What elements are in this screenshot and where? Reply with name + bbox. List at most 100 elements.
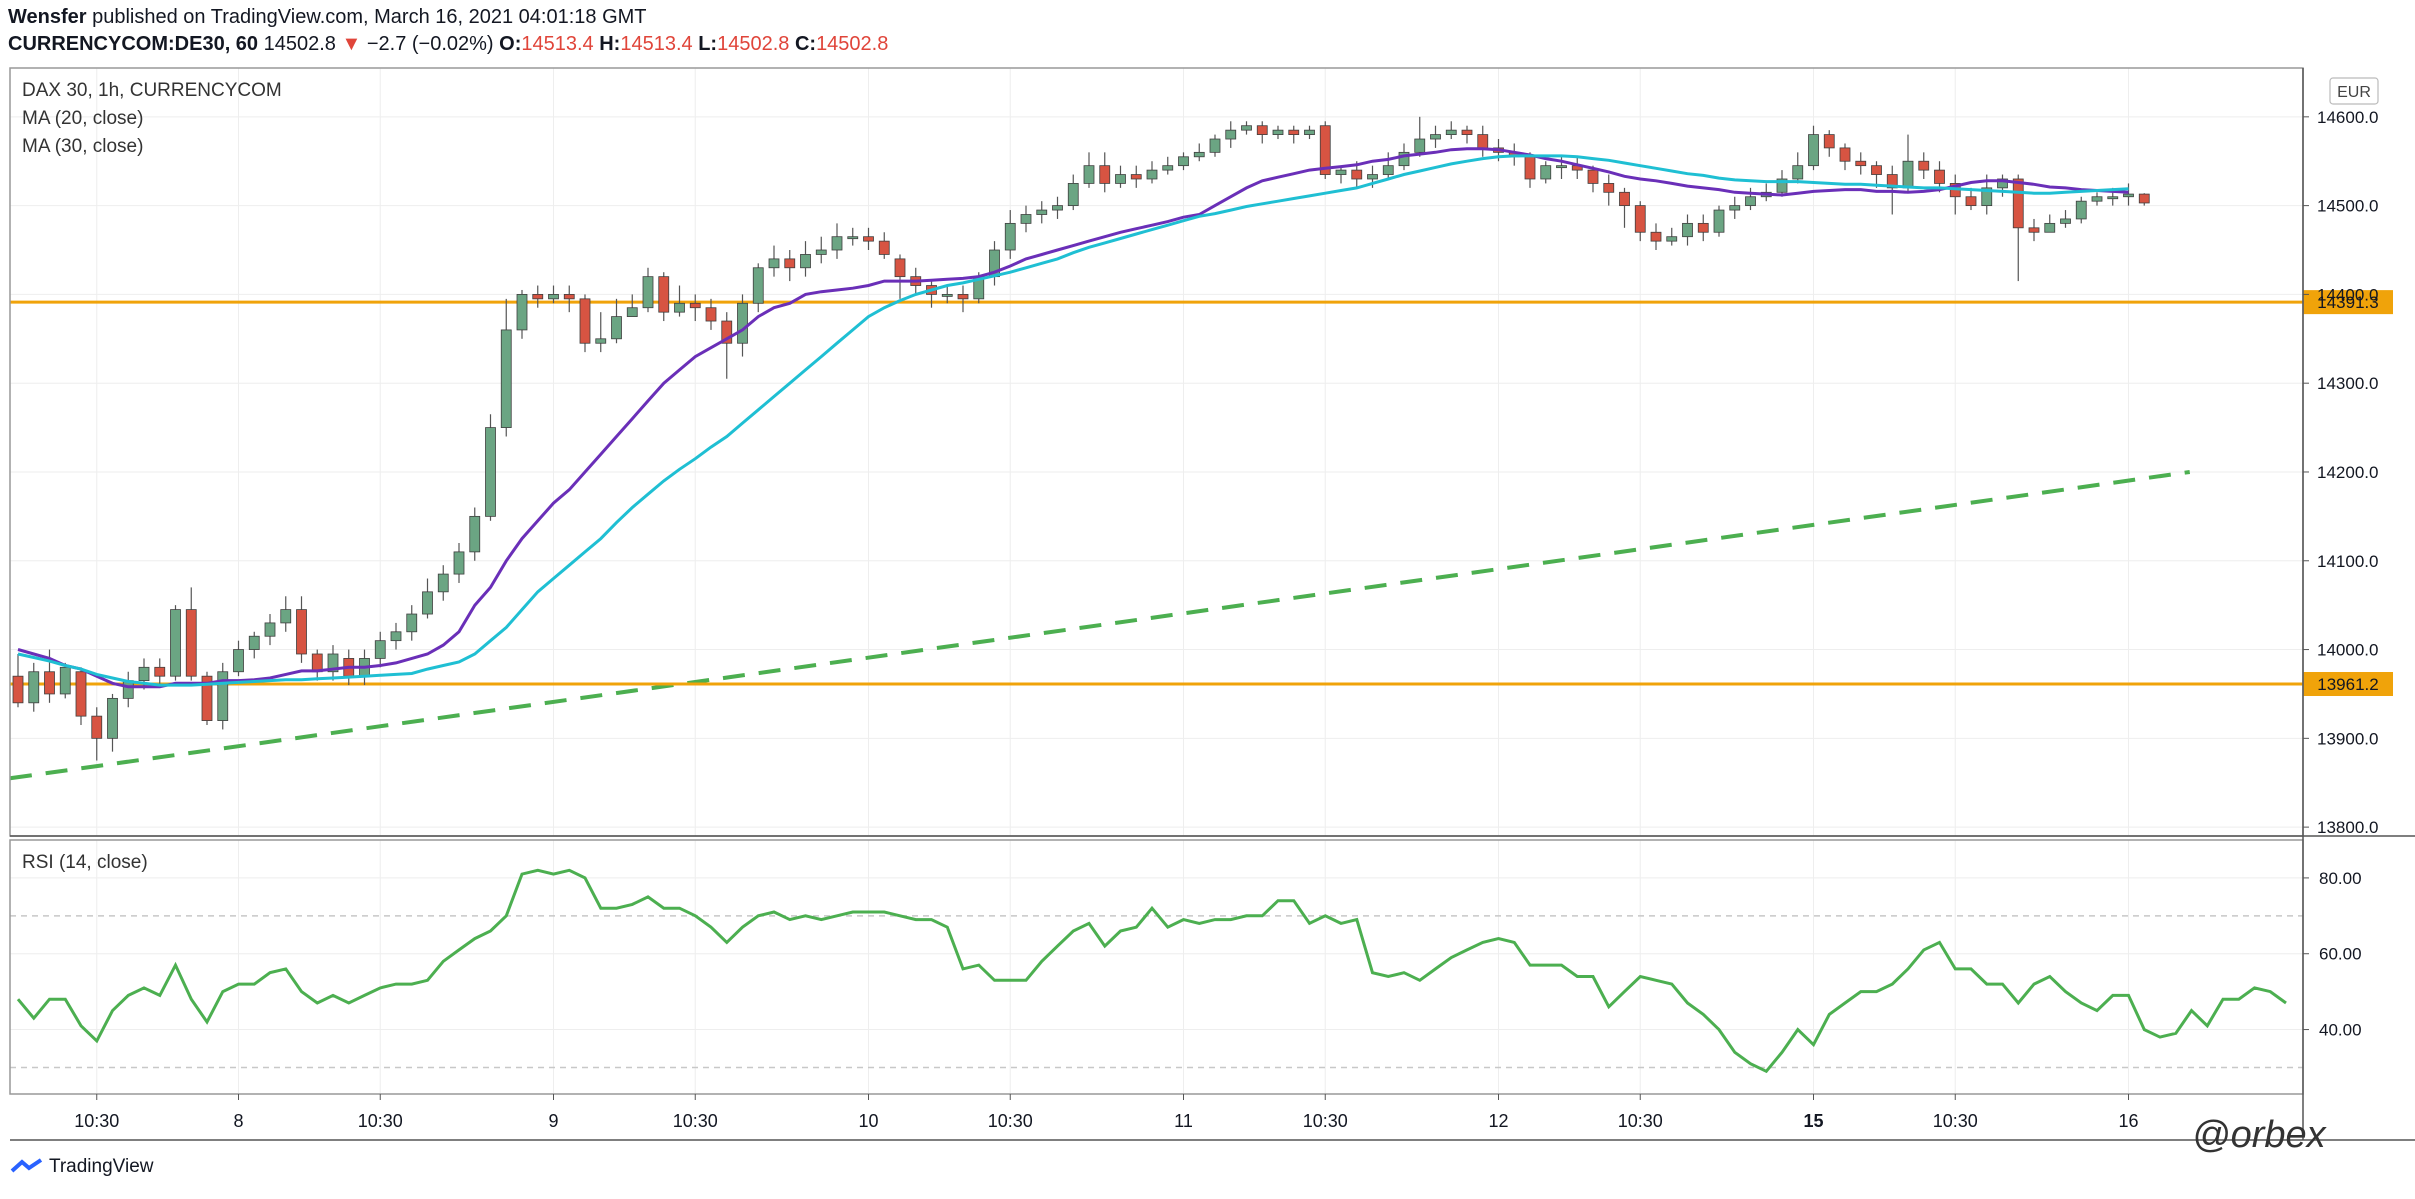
candle-down bbox=[44, 671, 55, 695]
candle-up bbox=[1666, 236, 1678, 242]
candle-down bbox=[2028, 227, 2040, 233]
candle-up bbox=[737, 302, 748, 344]
candle-down bbox=[878, 240, 890, 255]
candle-up bbox=[595, 338, 607, 344]
time-tick-label: 15 bbox=[1803, 1111, 1823, 1131]
candle-up bbox=[1083, 165, 1095, 184]
candle-down bbox=[1697, 222, 1709, 233]
change-arrow-icon: ▼ bbox=[341, 33, 362, 55]
candle-down bbox=[863, 236, 874, 242]
candle-down bbox=[721, 320, 733, 344]
time-tick-label: 10:30 bbox=[1303, 1111, 1348, 1131]
ma30-legend[interactable]: MA (30, close) bbox=[22, 136, 144, 157]
trend-line bbox=[9, 469, 2191, 781]
candle-up bbox=[1902, 160, 1914, 189]
candle-up bbox=[1209, 138, 1221, 153]
candle-up bbox=[453, 551, 465, 575]
currency-badge bbox=[2329, 77, 2379, 105]
candle-down bbox=[957, 294, 969, 300]
candle-up bbox=[1540, 165, 1552, 180]
candle-down bbox=[1288, 129, 1300, 135]
candle-down bbox=[1587, 169, 1599, 184]
rsi-tick-label: 60.00 bbox=[2319, 945, 2362, 964]
candle-down bbox=[1871, 165, 1882, 175]
symbol-name: CURRENCYCOM:DE30, 60 bbox=[8, 33, 259, 55]
candle-up bbox=[469, 515, 481, 553]
candle-up bbox=[1792, 165, 1804, 180]
candle-down bbox=[1650, 231, 1662, 242]
price-tick-label: 14300.0 bbox=[2317, 374, 2378, 393]
candle-down bbox=[1603, 183, 1615, 193]
grid bbox=[10, 68, 2303, 1094]
publisher-name[interactable]: Wensfer bbox=[8, 6, 87, 28]
candle-up bbox=[1430, 134, 1441, 140]
candle-up bbox=[1067, 183, 1079, 207]
horizontal-level-tag bbox=[2303, 290, 2393, 315]
candles-layer bbox=[12, 116, 2150, 761]
candle-up bbox=[516, 294, 528, 331]
tradingview-brand-text: TradingView bbox=[48, 1156, 154, 1177]
candle-up bbox=[374, 640, 386, 659]
time-tick-label: 10:30 bbox=[358, 1111, 403, 1131]
candle-up bbox=[1146, 169, 1158, 180]
rsi-layer bbox=[16, 868, 2287, 1074]
close-label: C: bbox=[794, 33, 817, 55]
candle-down bbox=[2138, 193, 2150, 204]
candle-down bbox=[12, 675, 24, 704]
candle-down bbox=[1965, 196, 1977, 207]
candle-down bbox=[1099, 165, 1111, 184]
candle-up bbox=[1808, 134, 1819, 167]
candle-down bbox=[1619, 191, 1630, 207]
candle-down bbox=[1918, 160, 1930, 171]
candle-up bbox=[170, 609, 181, 677]
candle-down bbox=[75, 671, 87, 717]
candle-down bbox=[201, 675, 213, 721]
ma20-line bbox=[17, 147, 2129, 689]
last-price: 14502.8 bbox=[263, 33, 336, 55]
candle-up bbox=[847, 236, 859, 240]
time-tick-label: 8 bbox=[233, 1111, 243, 1131]
candle-up bbox=[1398, 151, 1410, 167]
candle-down bbox=[563, 294, 575, 300]
candle-down bbox=[1477, 134, 1489, 149]
tradingview-logo-icon bbox=[10, 1158, 44, 1174]
candle-down bbox=[1839, 147, 1851, 162]
candle-up bbox=[1020, 214, 1032, 224]
candle-down bbox=[1524, 156, 1536, 180]
publish-info: Wensfer published on TradingView.com, Ma… bbox=[8, 6, 647, 29]
candle-down bbox=[689, 302, 701, 309]
candle-up bbox=[1193, 151, 1205, 158]
symbol-quote: CURRENCYCOM:DE30, 60 14502.8 ▼ −2.7 (−0.… bbox=[8, 33, 888, 56]
orbex-watermark: @orbex bbox=[2192, 1114, 2326, 1156]
low-label: L: bbox=[698, 33, 718, 55]
candle-up bbox=[1556, 165, 1567, 169]
candle-down bbox=[658, 276, 670, 313]
rsi-line bbox=[16, 868, 2287, 1074]
candle-up bbox=[1682, 222, 1693, 238]
candle-down bbox=[784, 258, 796, 269]
candle-down bbox=[1634, 205, 1646, 233]
candle-up bbox=[2123, 193, 2134, 198]
moving-averages-layer bbox=[17, 147, 2129, 689]
candle-up bbox=[406, 613, 418, 633]
candle-up bbox=[1335, 169, 1347, 175]
ma20-legend[interactable]: MA (20, close) bbox=[22, 108, 144, 129]
candle-down bbox=[1886, 174, 1898, 189]
candle-up bbox=[107, 697, 118, 739]
candle-up bbox=[1445, 129, 1457, 135]
candle-up bbox=[390, 631, 402, 642]
candle-down bbox=[579, 298, 591, 344]
candle-up bbox=[674, 302, 685, 313]
main-series-legend[interactable]: DAX 30, 1h, CURRENCYCOM bbox=[22, 80, 282, 101]
candle-up bbox=[248, 635, 260, 650]
rsi-legend[interactable]: RSI (14, close) bbox=[22, 852, 148, 873]
time-tick-label: 12 bbox=[1488, 1111, 1508, 1131]
time-tick-label: 11 bbox=[1174, 1111, 1193, 1131]
candle-down bbox=[1351, 169, 1363, 180]
candle-down bbox=[1256, 125, 1268, 135]
rsi-tick-label: 80.00 bbox=[2319, 869, 2362, 888]
candle-up bbox=[1981, 187, 1993, 207]
candle-up bbox=[327, 653, 339, 673]
candle-up bbox=[1115, 174, 1126, 184]
